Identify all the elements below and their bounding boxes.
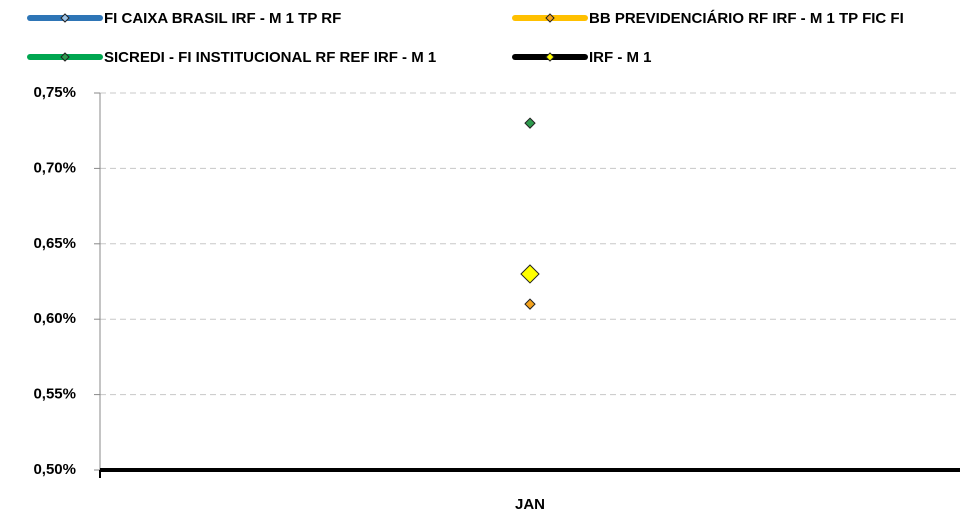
y-tick-label: 0,75% — [33, 84, 76, 101]
marker — [524, 298, 536, 310]
x-tick-label: JAN — [515, 496, 545, 513]
legend-label: IRF - M 1 — [589, 49, 652, 66]
y-tick-label: 0,60% — [33, 310, 76, 327]
y-tick-label: 0,70% — [33, 159, 76, 176]
legend-label: FI CAIXA BRASIL IRF - M 1 TP RF — [104, 10, 341, 27]
legend-marker — [545, 52, 555, 62]
y-tick-label: 0,50% — [33, 461, 76, 478]
y-tick-label: 0,55% — [33, 386, 76, 403]
y-tick-label: 0,65% — [33, 235, 76, 252]
marker — [524, 117, 536, 129]
legend-marker — [60, 52, 70, 62]
legend-label: BB PREVIDENCIÁRIO RF IRF - M 1 TP FIC FI — [589, 10, 904, 27]
legend-marker — [545, 13, 555, 23]
marker — [520, 264, 540, 284]
legend-label: SICREDI - FI INSTITUCIONAL RF REF IRF - … — [104, 49, 436, 66]
legend-marker — [60, 13, 70, 23]
